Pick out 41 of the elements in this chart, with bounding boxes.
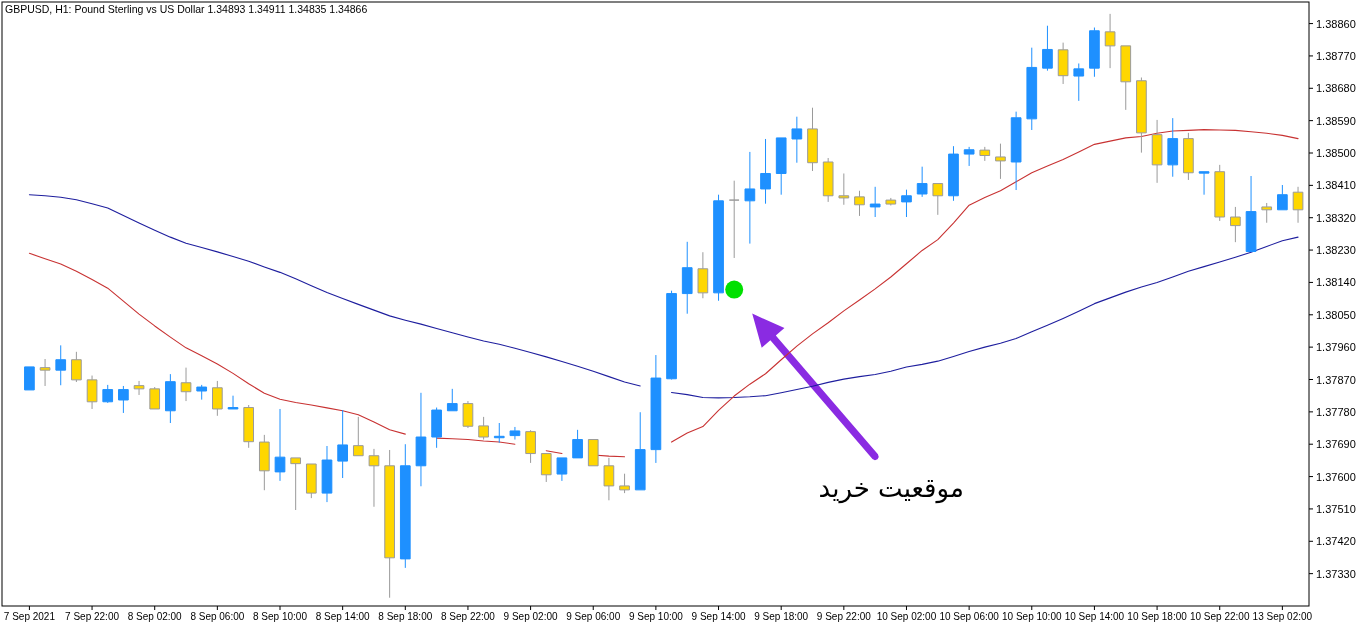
- x-tick-label: 9 Sep 18:00: [754, 611, 809, 622]
- x-tick-label: 7 Sep 22:00: [65, 611, 120, 622]
- y-tick-label: 1.37780: [1316, 405, 1356, 418]
- chart-title: GBPUSD, H1: Pound Sterling vs US Dollar 1.34893 1.34911 1.34835 1.34866: [5, 3, 368, 15]
- x-tick-label: 8 Sep 02:00: [127, 611, 182, 622]
- x-tick-label: 9 Sep 14:00: [691, 611, 746, 622]
- y-tick-label: 1.37420: [1316, 535, 1356, 548]
- x-tick-label: 10 Sep 10:00: [1002, 611, 1062, 622]
- y-tick-label: 1.38860: [1316, 17, 1356, 30]
- y-tick-label: 1.37870: [1316, 373, 1356, 386]
- y-tick-label: 1.38410: [1316, 179, 1356, 192]
- y-tick-label: 1.38140: [1316, 276, 1356, 289]
- x-tick-label: 8 Sep 10:00: [253, 611, 307, 622]
- annotation: موقعیت خرید: [818, 472, 964, 503]
- y-tick-label: 1.38230: [1316, 244, 1356, 257]
- x-tick-label: 8 Sep 22:00: [441, 611, 495, 622]
- y-tick-label: 1.38770: [1316, 49, 1356, 62]
- y-tick-label: 1.38050: [1316, 308, 1356, 321]
- x-tick-label: 13 Sep 02:00: [1252, 611, 1313, 622]
- x-tick-label: 10 Sep 22:00: [1190, 611, 1250, 622]
- y-tick-label: 1.37600: [1316, 470, 1356, 483]
- x-tick-label: 9 Sep 02:00: [503, 611, 558, 622]
- x-tick-label: 9 Sep 22:00: [816, 611, 871, 622]
- x-tick-label: 10 Sep 02:00: [876, 611, 937, 622]
- x-tick-label: 8 Sep 06:00: [190, 611, 245, 622]
- x-tick-label: 10 Sep 06:00: [939, 611, 999, 622]
- y-tick-label: 1.38320: [1316, 211, 1356, 224]
- y-tick-label: 1.38500: [1316, 147, 1356, 159]
- y-tick-label: 1.37330: [1316, 567, 1356, 580]
- y-tick-label: 1.38680: [1316, 82, 1356, 95]
- x-tick-label: 8 Sep 18:00: [378, 611, 433, 622]
- y-tick-label: 1.37960: [1316, 341, 1356, 354]
- x-tick-label: 10 Sep 14:00: [1064, 611, 1125, 622]
- y-tick-label: 1.38590: [1316, 114, 1356, 127]
- x-tick-label: 7 Sep 2021: [3, 611, 55, 622]
- y-tick-label: 1.37690: [1316, 438, 1356, 451]
- x-tick-label: 9 Sep 10:00: [628, 611, 683, 622]
- y-tick-label: 1.37510: [1316, 502, 1356, 515]
- x-tick-label: 10 Sep 18:00: [1127, 611, 1187, 622]
- x-tick-label: 9 Sep 06:00: [566, 611, 621, 622]
- x-tick-label: 8 Sep 14:00: [315, 611, 370, 622]
